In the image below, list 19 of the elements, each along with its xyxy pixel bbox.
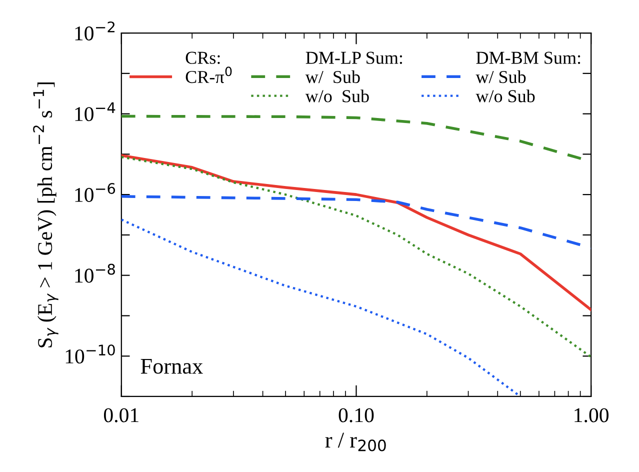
y-tick-label: 10$^{−8}$ bbox=[75, 264, 115, 283]
legend-label: w/ Sub bbox=[305, 70, 360, 84]
legend-label: w/ Sub bbox=[476, 70, 526, 84]
y-tick-label: 10$^{−4}$ bbox=[75, 102, 116, 122]
annotation: Fornax bbox=[140, 359, 203, 374]
annotation: CRs: bbox=[186, 52, 220, 64]
x-axis-title: r / r$_{200}$ bbox=[325, 432, 386, 452]
y-tick-label: 10$^{−2}$ bbox=[75, 21, 114, 40]
x-tick-label: 0.10 bbox=[338, 408, 374, 422]
annotation: DM-BM Sum: bbox=[476, 52, 580, 64]
legend-label: CR-π$^{0}$ bbox=[186, 66, 232, 84]
annotation: DM-LP Sum: bbox=[306, 52, 402, 64]
legend-label: w/o Sub bbox=[305, 90, 369, 102]
x-tick-label: 0.01 bbox=[104, 408, 138, 422]
legend-label: w/o Sub bbox=[476, 90, 535, 102]
y-tick-label: 10$^{−6}$ bbox=[75, 182, 116, 202]
x-tick-label: 1.00 bbox=[574, 408, 609, 422]
text: S$_{γ}$ (E$_{γ}$ > 1 GeV) [ph cm$^{−2}$ s$^{−1}$] bbox=[33, 82, 58, 348]
y-tick-label: 10$^{−10}$ bbox=[66, 344, 115, 364]
